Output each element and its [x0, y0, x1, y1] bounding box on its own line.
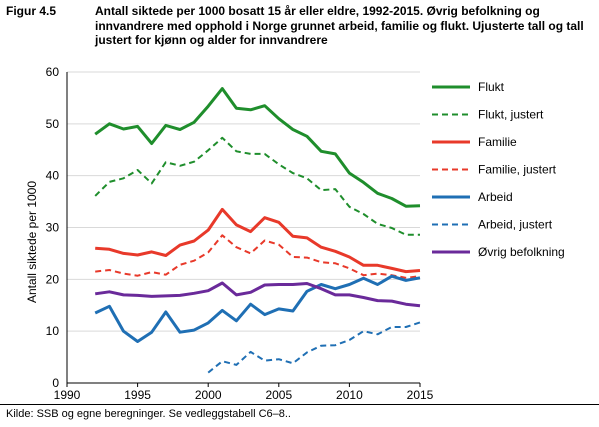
y-axis-label: Antall siktede per 1000: [25, 181, 39, 303]
y-tick-label: 60: [46, 65, 60, 79]
source-divider: [0, 404, 599, 405]
y-tick-label: 50: [46, 117, 60, 131]
y-tick-label: 30: [46, 221, 60, 235]
legend-label: Arbeid: [478, 190, 513, 204]
x-tick-label: 2005: [265, 388, 292, 402]
series-line: [94, 281, 421, 308]
x-tick-label: 2000: [195, 388, 222, 402]
series-line: [94, 87, 421, 208]
legend-label: Flukt: [478, 80, 505, 94]
x-tick-label: 2010: [336, 388, 363, 402]
axes: 0 10 20 30 40 50 60 1990 1995 2000 2005 2010 2015: [46, 65, 434, 402]
legend: Flukt Flukt, justert Familie Familie, juste…: [432, 80, 565, 259]
line-chart: 0 10 20 30 40 50 60 1990 1995 2000 2005 2010 2015 Fl…: [25, 65, 565, 402]
legend-label: Familie, justert: [478, 163, 557, 177]
y-tick-label: 20: [46, 272, 60, 286]
y-tick-label: 40: [46, 169, 60, 183]
x-tick-label: 1995: [124, 388, 151, 402]
legend-label: Øvrig befolkning: [478, 245, 565, 259]
legend-label: Familie: [478, 135, 517, 149]
series-line: [207, 321, 421, 374]
figure-title: Antall siktede per 1000 bosatt 15 år ell…: [95, 4, 584, 47]
x-tick-label: 1990: [54, 388, 81, 402]
figure-label: Figur 4.5: [6, 4, 57, 18]
x-tick-label: 2015: [407, 388, 434, 402]
source-note: Kilde: SSB og egne beregninger. Se vedle…: [6, 408, 291, 420]
legend-label: Flukt, justert: [478, 108, 544, 122]
y-tick-label: 10: [46, 324, 60, 338]
series-line: [94, 136, 420, 236]
legend-label: Arbeid, justert: [478, 218, 553, 232]
series-line: [94, 274, 421, 343]
series-line: [95, 207, 421, 274]
series-lines: [94, 87, 421, 374]
y-tick-label: 0: [52, 376, 59, 390]
series-line: [95, 234, 421, 279]
